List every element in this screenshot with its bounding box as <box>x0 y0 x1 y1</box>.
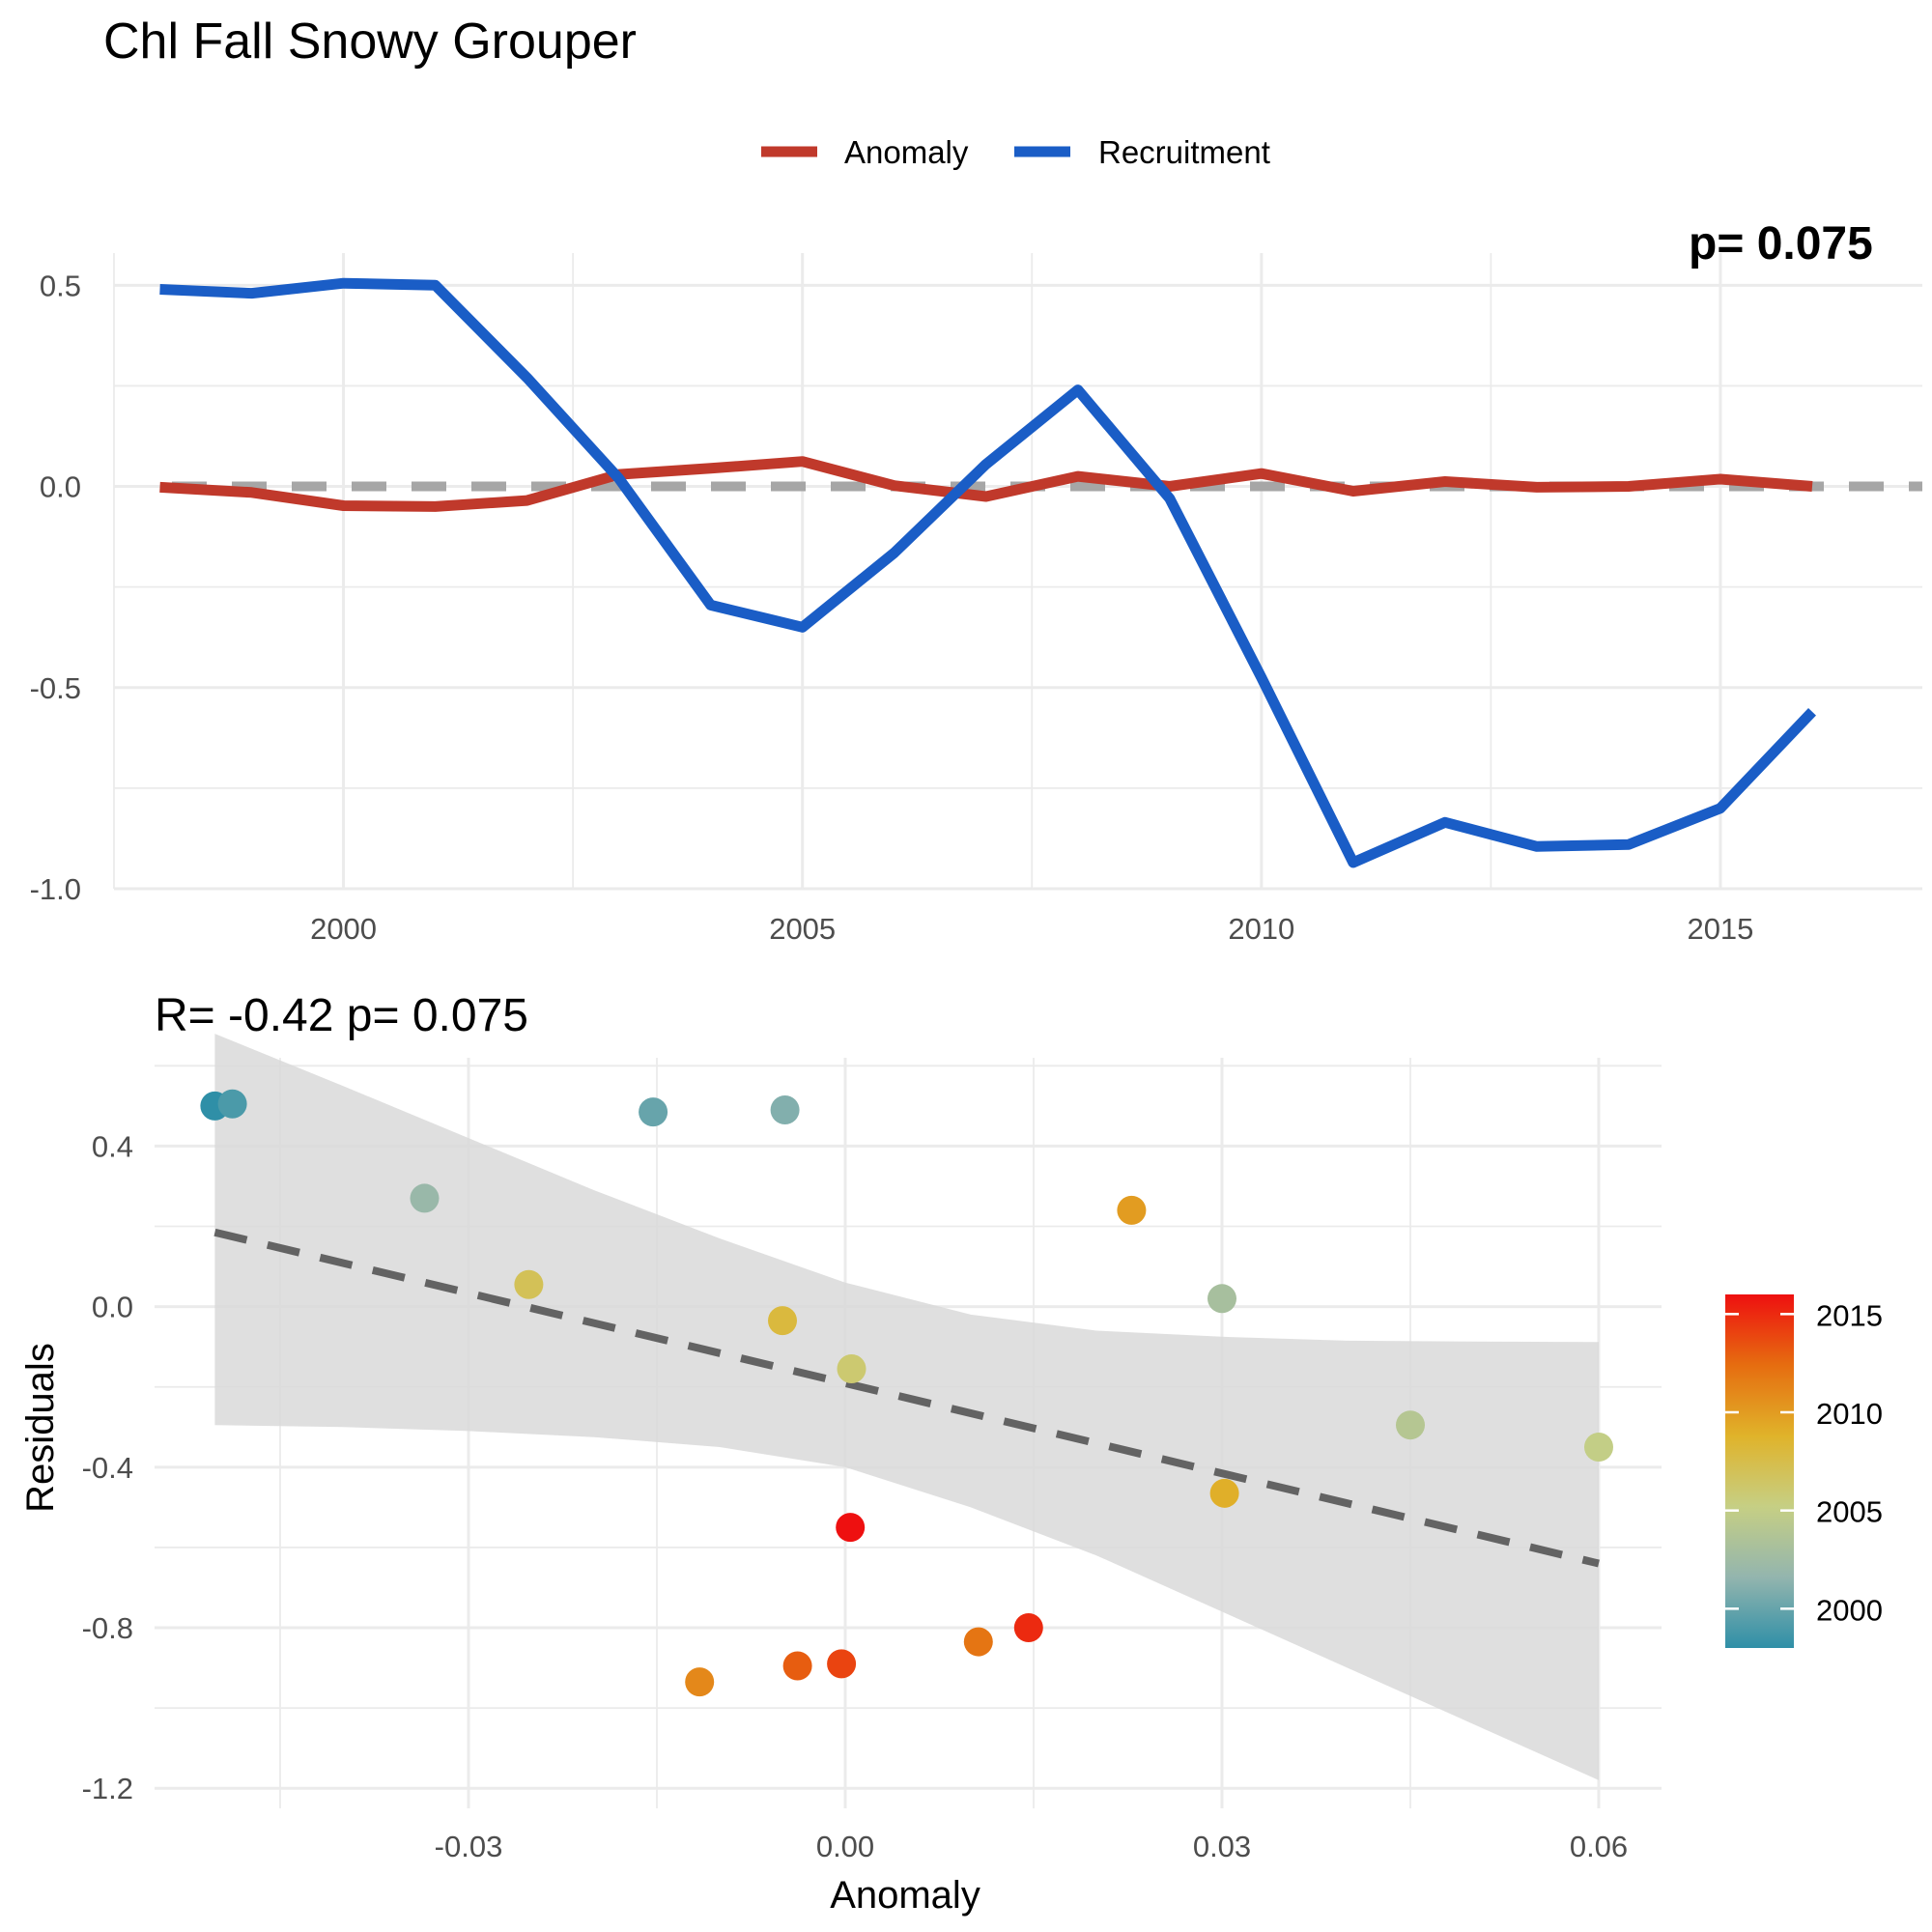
scatter-point-2012 <box>963 1627 993 1657</box>
bottom-x-axis: -0.03 0.00 0.03 0.06 <box>435 1830 1629 1863</box>
p-value-annotation: p= 0.075 <box>1689 218 1873 270</box>
legend-label-anomaly: Anomaly <box>844 134 969 170</box>
scatter-point-2016 <box>836 1513 866 1543</box>
x-tick-label: 0.00 <box>816 1830 874 1863</box>
scatter-point-2013 <box>782 1651 812 1681</box>
scatter-point-2011 <box>685 1667 715 1697</box>
y-tick-label: -1.0 <box>30 872 81 906</box>
top-y-axis: 0.5 0.0 -0.5 -1.0 <box>30 269 81 906</box>
colorbar-ticks: 2015 2010 2005 2000 <box>1725 1298 1883 1627</box>
fit-line <box>213 1228 1600 1568</box>
scatter-point-2008 <box>768 1306 797 1336</box>
scatter-point-2014 <box>827 1649 857 1679</box>
y-tick-label: -0.5 <box>30 671 81 705</box>
top-series <box>159 277 1922 868</box>
scatter-point-2015 <box>1013 1613 1043 1643</box>
chart-legend: Anomaly Recruitment <box>761 134 1270 170</box>
regression-line <box>213 1228 1600 1568</box>
scatter-point-2010 <box>1117 1195 1147 1225</box>
x-tick-label: 2005 <box>769 912 836 946</box>
series-line-anomaly <box>159 456 1813 512</box>
y-tick-label: -1.2 <box>82 1772 133 1805</box>
scatter-point-2006 <box>837 1354 867 1384</box>
colorbar <box>1725 1294 1794 1648</box>
scatter-point-2009 <box>1209 1478 1239 1508</box>
x-tick-label: 2000 <box>310 912 377 946</box>
y-tick-label: -0.8 <box>82 1611 133 1645</box>
x-tick-label: 2010 <box>1228 912 1294 946</box>
chart-title: Chl Fall Snowy Grouper <box>103 14 637 70</box>
confidence-band <box>214 1034 1599 1780</box>
y-tick-label: 0.5 <box>40 269 81 302</box>
colorbar-label: 2000 <box>1816 1593 1883 1627</box>
top-grid <box>113 253 1922 891</box>
x-tick-label: 0.06 <box>1570 1830 1628 1863</box>
y-tick-label: 0.0 <box>92 1291 133 1324</box>
series-line-recruitment <box>159 277 1816 868</box>
y-tick-label: 0.4 <box>92 1129 133 1163</box>
x-axis-label: Anomaly <box>830 1874 980 1917</box>
scatter-points <box>200 1089 1613 1697</box>
correlation-title: R= -0.42 p= 0.075 <box>155 990 528 1041</box>
scatter-point-2002 <box>410 1183 440 1213</box>
scatter-point-2004 <box>1396 1410 1425 1440</box>
scatter-point-2000 <box>639 1097 668 1127</box>
scatter-point-2001 <box>770 1095 800 1125</box>
x-tick-label: 0.03 <box>1193 1830 1251 1863</box>
colorbar-label: 2010 <box>1816 1397 1883 1431</box>
colorbar-label: 2005 <box>1816 1495 1883 1529</box>
confidence-band-area <box>214 1034 1599 1780</box>
x-tick-label: 2015 <box>1687 912 1753 946</box>
scatter-point-2003 <box>1208 1284 1236 1314</box>
y-tick-label: -0.4 <box>82 1451 133 1485</box>
colorbar-label: 2015 <box>1816 1298 1883 1332</box>
y-axis-label: Residuals <box>19 1343 62 1513</box>
scatter-point-1999 <box>217 1089 247 1119</box>
scatter-point-2005 <box>1584 1433 1613 1463</box>
legend-label-recruitment: Recruitment <box>1098 134 1270 170</box>
bottom-y-axis: 0.4 0.0 -0.4 -0.8 -1.2 <box>82 1129 133 1805</box>
x-tick-label: -0.03 <box>435 1830 503 1863</box>
scatter-point-2007 <box>514 1269 544 1299</box>
top-x-axis: 2000 2005 2010 2015 <box>310 912 1753 946</box>
y-tick-label: 0.0 <box>40 470 81 504</box>
